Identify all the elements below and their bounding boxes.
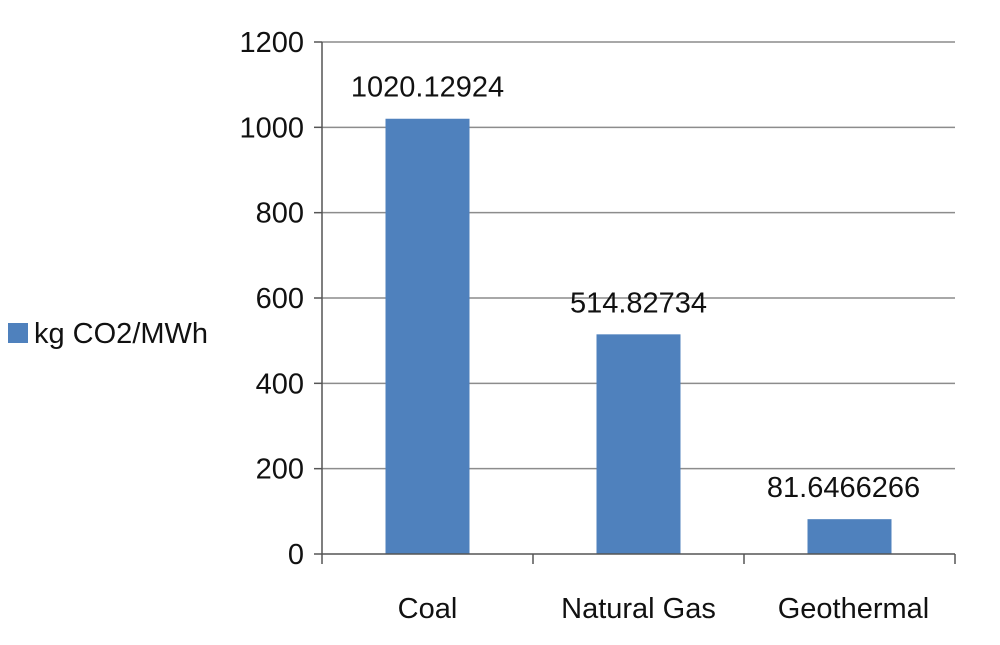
data-label: 514.82734 — [570, 287, 707, 319]
bars — [385, 118, 892, 554]
legend-label: kg CO2/MWh — [34, 318, 208, 350]
data-labels: 1020.12924 514.82734 81.6466266 — [351, 72, 920, 504]
y-tick-label: 1000 — [239, 112, 304, 144]
y-axis-tick-labels: 0 200 400 600 800 1000 1200 — [239, 27, 304, 571]
y-tick-label: 800 — [256, 198, 304, 230]
y-tick-label: 1200 — [239, 27, 304, 59]
y-tick-label: 0 — [288, 539, 304, 571]
y-tick-label: 400 — [256, 368, 304, 400]
bar-natural-gas — [596, 334, 681, 554]
axes — [314, 41, 956, 564]
legend: kg CO2/MWh — [8, 318, 208, 350]
legend-swatch — [8, 323, 28, 343]
x-category-label: Geothermal — [778, 593, 930, 625]
bar-coal — [385, 118, 470, 554]
data-label: 81.6466266 — [767, 472, 920, 504]
bar-geothermal — [807, 519, 892, 554]
x-category-label: Natural Gas — [561, 593, 716, 625]
x-category-label: Coal — [398, 593, 458, 625]
y-tick-label: 600 — [256, 283, 304, 315]
data-label: 1020.12924 — [351, 72, 504, 104]
y-tick-label: 200 — [256, 454, 304, 486]
x-axis-category-labels: Coal Natural Gas Geothermal — [398, 593, 930, 625]
